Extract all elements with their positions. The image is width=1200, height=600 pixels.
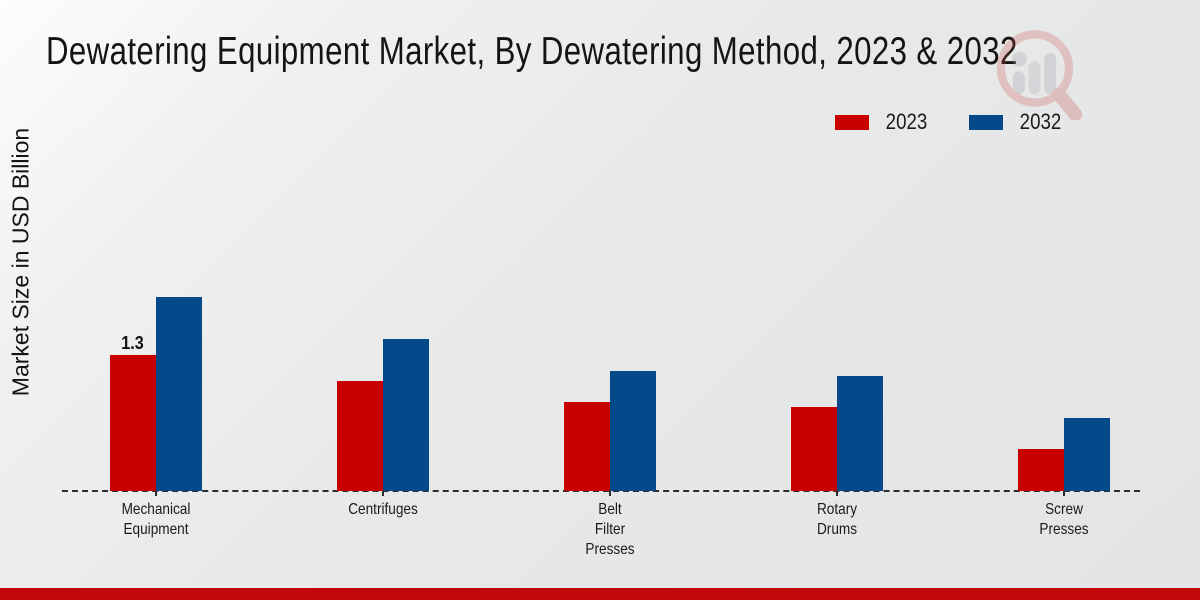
bar-2032-rotary-drums — [837, 376, 883, 491]
legend-label-2032: 2032 — [1019, 109, 1062, 134]
bar-group-centrifuges: Centrifuges — [337, 0, 429, 518]
axis-tick-centrifuges — [382, 491, 384, 496]
category-label-mechanical-equipment: Mechanical Equipment — [121, 501, 191, 538]
bar-2023-centrifuges — [337, 381, 383, 491]
legend-item-2023: 2023 — [835, 109, 931, 135]
legend-item-2032: 2032 — [968, 109, 1065, 135]
bar-2023-belt-filter-presses — [564, 402, 610, 491]
bar-group-belt-filter-presses: Belt Filter Presses — [564, 0, 656, 558]
legend: 2023 2032 — [835, 109, 1065, 135]
chart-title: Dewatering Equipment Market, By Dewateri… — [46, 30, 1018, 73]
category-label-belt-filter-presses: Belt Filter Presses — [585, 501, 635, 558]
legend-label-2023: 2023 — [885, 109, 928, 134]
axis-tick-rotary-drums — [836, 491, 838, 496]
legend-swatch-2023 — [835, 114, 869, 130]
category-label-screw-presses: Screw Presses — [1039, 501, 1089, 538]
x-axis-baseline — [62, 490, 1140, 492]
bar-2023-rotary-drums — [791, 407, 837, 491]
category-label-centrifuges: Centrifuges — [348, 501, 418, 518]
magnifier-bar-chart-logo-icon — [996, 30, 1083, 120]
bar-2023-screw-presses — [1018, 449, 1064, 491]
bar-2032-centrifuges — [383, 339, 429, 491]
bar-2023-mechanical-equipment — [110, 355, 156, 491]
footer-accent-bar — [0, 588, 1200, 600]
bar-2032-mechanical-equipment — [156, 297, 202, 491]
bar-2032-screw-presses — [1064, 418, 1110, 491]
bar-group-screw-presses: Screw Presses — [1018, 0, 1110, 538]
legend-swatch-2032 — [968, 114, 1003, 130]
bar-group-rotary-drums: Rotary Drums — [791, 0, 883, 538]
axis-tick-screw-presses — [1063, 491, 1065, 496]
category-label-rotary-drums: Rotary Drums — [816, 501, 858, 538]
axis-tick-mechanical-equipment — [155, 491, 157, 496]
bar-2032-belt-filter-presses — [610, 371, 656, 491]
axis-tick-belt-filter-presses — [609, 491, 611, 496]
bar-group-mechanical-equipment: 1.3 Mechanical Equipment — [110, 0, 202, 538]
data-label-2023-mechanical-equipment: 1.3 — [121, 333, 145, 353]
